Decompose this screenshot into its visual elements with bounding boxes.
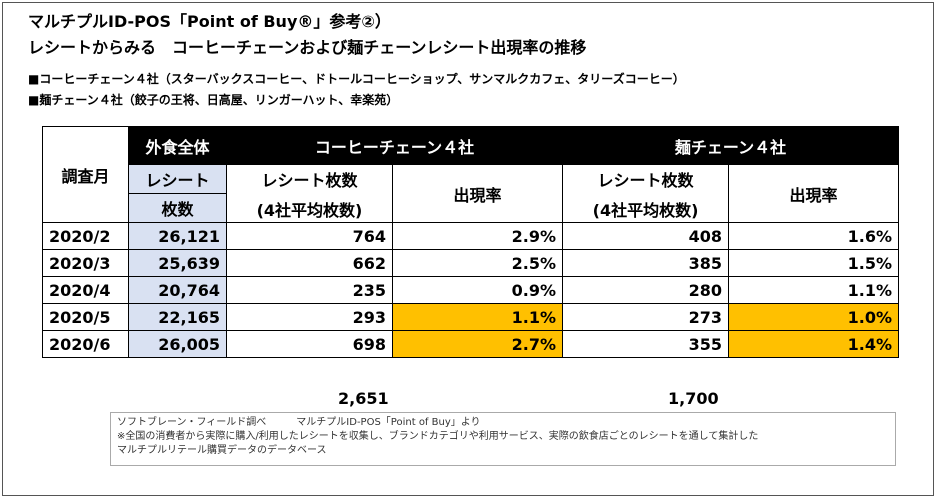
cell-coffee-count: 698 — [226, 330, 393, 358]
cell-noodle-rate: 1.5% — [728, 249, 900, 277]
cell-coffee-count: 662 — [226, 249, 393, 277]
cell-noodle-rate: 1.1% — [728, 276, 900, 304]
header-total-line3: 枚数 — [128, 193, 227, 223]
table-row: 2020/2 26,121 764 2.9% 408 1.6% — [42, 222, 900, 250]
cell-coffee-rate-highlighted: 1.1% — [391, 303, 564, 331]
noodle-count-sum: 1,700 — [668, 389, 719, 408]
cell-noodle-count: 385 — [562, 249, 730, 277]
cell-month: 2020/3 — [42, 249, 129, 277]
header-coffee-count: レシート枚数 (4社平均枚数) — [226, 164, 393, 223]
title-line-2: レシートからみる コーヒーチェーンおよび麺チェーンレシート出現率の推移 — [28, 38, 587, 57]
table-row: 2020/4 20,764 235 0.9% 280 1.1% — [42, 276, 900, 304]
cell-coffee-rate-highlighted: 2.7% — [391, 330, 564, 358]
header-coffee-rate: 出現率 — [391, 164, 564, 223]
cell-month: 2020/6 — [42, 330, 129, 358]
cell-noodle-rate-highlighted: 1.0% — [728, 303, 900, 331]
table-row: 2020/6 26,005 698 2.7% 355 1.4% — [42, 330, 900, 358]
cell-coffee-count: 235 — [226, 276, 393, 304]
cell-coffee-count: 764 — [226, 222, 393, 250]
header-month: 調査月 — [42, 126, 129, 223]
cell-total: 22,165 — [128, 303, 227, 331]
source-line-1: ソフトブレーン・フィールド調べ マルチプルID-POS「Point of Buy… — [117, 417, 481, 428]
note-coffee-chains: ■コーヒーチェーン４社（スターバックスコーヒー、ドトールコーヒーショップ、サンマ… — [28, 72, 685, 86]
source-line-2: ※全国の消費者から実際に購入/利用したレシートを収集し、ブランドカテゴリや利用サ… — [117, 431, 759, 442]
cell-total: 20,764 — [128, 276, 227, 304]
receipt-table: 調査月 外食全体 コーヒーチェーン４社 麺チェーン４社 レシート レシート枚数 … — [42, 126, 900, 358]
cell-noodle-count: 273 — [562, 303, 730, 331]
header-coffee-count-line1: レシート枚数 — [261, 170, 358, 190]
cell-total: 26,005 — [128, 330, 227, 358]
header-noodle-count-line1: レシート枚数 — [597, 170, 694, 190]
cell-coffee-rate: 2.5% — [391, 249, 564, 277]
header-noodle-rate: 出現率 — [728, 164, 900, 223]
cell-coffee-rate: 0.9% — [391, 276, 564, 304]
cell-month: 2020/5 — [42, 303, 129, 331]
cell-noodle-count: 355 — [562, 330, 730, 358]
header-coffee-count-line2: (4社平均枚数) — [256, 200, 363, 220]
source-note-box: ソフトブレーン・フィールド調べ マルチプルID-POS「Point of Buy… — [110, 412, 896, 466]
table-row: 2020/5 22,165 293 1.1% 273 1.0% — [42, 303, 900, 331]
header-noodle-count: レシート枚数 (4社平均枚数) — [562, 164, 730, 223]
cell-noodle-rate: 1.6% — [728, 222, 900, 250]
cell-coffee-count: 293 — [226, 303, 393, 331]
cell-month: 2020/2 — [42, 222, 129, 250]
header-total-line2: レシート — [128, 164, 227, 194]
header-group-coffee: コーヒーチェーン４社 — [225, 126, 564, 165]
coffee-count-sum: 2,651 — [338, 389, 389, 408]
cell-noodle-count: 408 — [562, 222, 730, 250]
header-noodle-count-line2: (4社平均枚数) — [592, 200, 699, 220]
header-group-noodle: 麺チェーン４社 — [562, 126, 900, 165]
note-noodle-chains: ■麺チェーン４社（餃子の王将、日高屋、リンガーハット、幸楽苑） — [28, 93, 399, 107]
slide-frame — [2, 2, 934, 496]
cell-total: 25,639 — [128, 249, 227, 277]
table-row: 2020/3 25,639 662 2.5% 385 1.5% — [42, 249, 900, 277]
cell-total: 26,121 — [128, 222, 227, 250]
header-total-line1: 外食全体 — [128, 126, 227, 165]
source-line-3: マルチプルリテール購買データのデータベース — [117, 445, 327, 456]
cell-noodle-rate-highlighted: 1.4% — [728, 330, 900, 358]
title-line-1: マルチプルID-POS「Point of Buy®」参考②） — [28, 12, 391, 31]
cell-noodle-count: 280 — [562, 276, 730, 304]
cell-month: 2020/4 — [42, 276, 129, 304]
cell-coffee-rate: 2.9% — [391, 222, 564, 250]
